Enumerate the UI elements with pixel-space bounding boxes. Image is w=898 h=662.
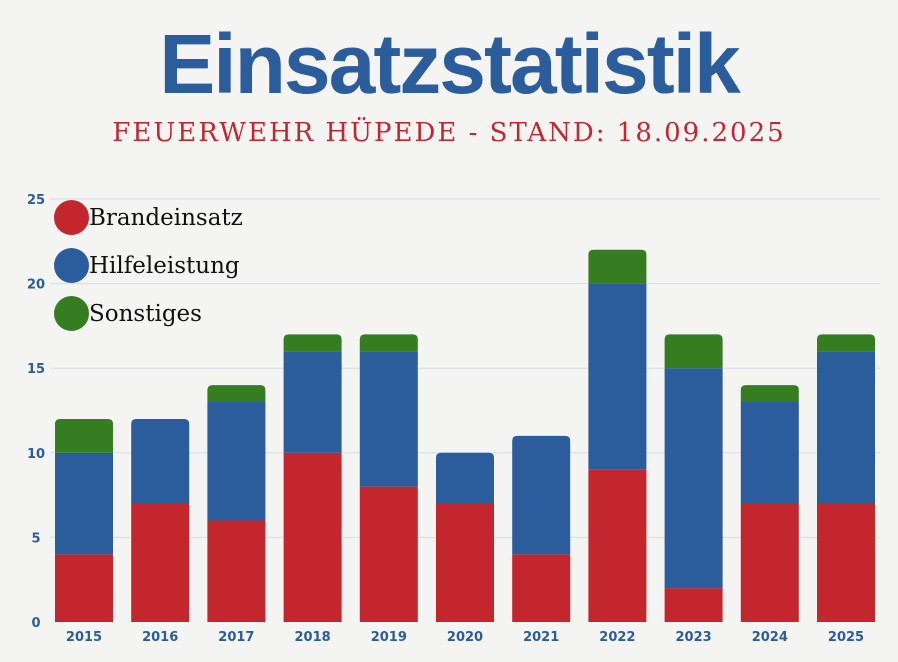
bar-hilfeleistung-2023 [664, 368, 723, 589]
bar-brandeinsatz-2015 [55, 554, 113, 622]
x-tick-label: 2024 [752, 630, 788, 645]
bar-hilfeleistung-2025 [817, 351, 875, 504]
bar-hilfeleistung-2022 [588, 283, 647, 470]
bar-hilfeleistung-2024 [740, 402, 799, 504]
bar-sonstiges-2025 [817, 334, 875, 352]
legend-label: Sonstiges [89, 300, 202, 327]
bar-sonstiges-2024 [740, 385, 799, 403]
bar-brandeinsatz-2024 [740, 503, 799, 622]
bar-brandeinsatz-2023 [664, 588, 723, 622]
legend-label: Hilfeleistung [89, 252, 240, 279]
x-tick-label: 2018 [295, 630, 331, 645]
bar-hilfeleistung-2020 [436, 452, 494, 504]
x-tick-label: 2020 [447, 630, 483, 645]
bar-brandeinsatz-2017 [207, 520, 266, 622]
legend-swatch-icon [54, 248, 89, 283]
x-tick-label: 2023 [676, 630, 712, 645]
bar-sonstiges-2015 [55, 418, 113, 453]
x-tick-label: 2025 [828, 630, 864, 645]
bar-hilfeleistung-2017 [207, 402, 266, 521]
legend-item-hilfeleistung: Hilfeleistung [54, 248, 240, 283]
y-tick-label: 0 [31, 616, 40, 631]
legend-swatch-icon [54, 200, 89, 235]
bar-brandeinsatz-2025 [817, 503, 875, 622]
legend-item-sonstiges: Sonstiges [54, 296, 202, 331]
y-tick-label: 25 [27, 193, 45, 208]
bar-brandeinsatz-2019 [359, 486, 418, 622]
chart-subtitle: FEUERWEHR HÜPEDE - STAND: 18.09.2025 [112, 118, 786, 148]
legend-label: Brandeinsatz [89, 204, 243, 231]
x-tick-label: 2021 [523, 630, 559, 645]
bar-sonstiges-2019 [359, 334, 418, 352]
bar-sonstiges-2017 [207, 385, 266, 403]
bar-hilfeleistung-2019 [359, 351, 418, 487]
legend-item-brandeinsatz: Brandeinsatz [54, 200, 243, 235]
bar-sonstiges-2018 [283, 334, 342, 352]
bar-sonstiges-2023 [664, 334, 723, 369]
bar-brandeinsatz-2022 [588, 469, 647, 622]
bar-brandeinsatz-2018 [283, 452, 342, 622]
y-tick-label: 20 [27, 278, 45, 293]
x-tick-label: 2022 [599, 630, 635, 645]
x-tick-label: 2017 [218, 630, 254, 645]
bar-sonstiges-2022 [588, 249, 647, 284]
bar-hilfeleistung-2018 [283, 351, 342, 453]
x-tick-label: 2019 [371, 630, 407, 645]
bar-hilfeleistung-2021 [512, 435, 571, 555]
bar-hilfeleistung-2015 [55, 452, 113, 555]
y-tick-label: 10 [27, 447, 45, 462]
bar-brandeinsatz-2016 [131, 503, 190, 622]
y-tick-label: 5 [31, 531, 40, 546]
bar-brandeinsatz-2020 [436, 503, 494, 622]
bar-hilfeleistung-2016 [131, 418, 190, 504]
x-tick-label: 2015 [66, 630, 102, 645]
chart-title: Einsatzstatistik [159, 17, 741, 111]
x-tick-label: 2016 [142, 630, 178, 645]
legend-swatch-icon [54, 296, 89, 331]
y-tick-label: 15 [27, 362, 45, 377]
bar-brandeinsatz-2021 [512, 554, 571, 622]
